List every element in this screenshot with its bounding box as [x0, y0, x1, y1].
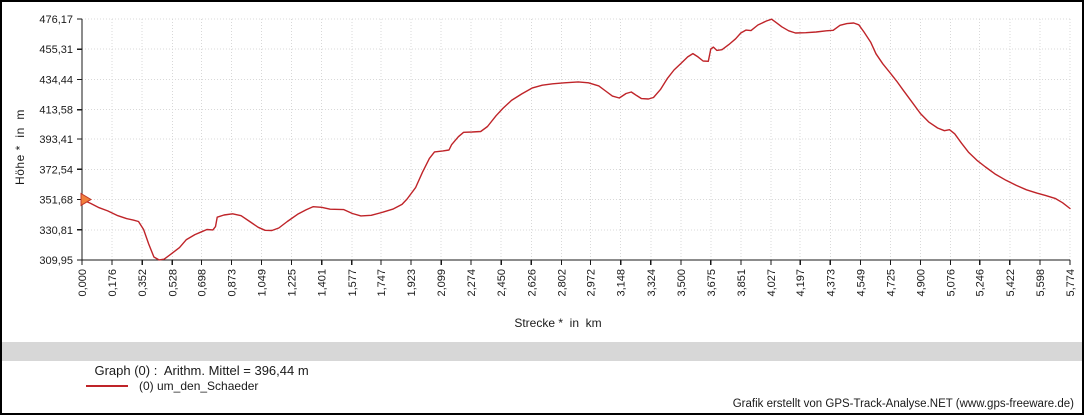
svg-text:3,851: 3,851 [736, 269, 748, 297]
svg-text:0,528: 0,528 [167, 269, 179, 297]
svg-text:5,422: 5,422 [1005, 269, 1017, 297]
svg-text:3,500: 3,500 [676, 269, 688, 297]
svg-text:4,549: 4,549 [855, 269, 867, 297]
svg-text:393,41: 393,41 [39, 134, 73, 146]
svg-text:2,274: 2,274 [466, 269, 478, 297]
svg-text:0,352: 0,352 [137, 269, 149, 297]
svg-text:0,873: 0,873 [226, 269, 238, 297]
svg-text:5,774: 5,774 [1065, 269, 1077, 297]
svg-text:1,577: 1,577 [347, 269, 359, 297]
svg-text:5,246: 5,246 [975, 269, 987, 297]
svg-text:2,626: 2,626 [526, 269, 538, 297]
credit-text: Grafik erstellt von GPS-Track-Analyse.NE… [732, 398, 1074, 410]
svg-text:4,027: 4,027 [766, 269, 778, 297]
svg-text:351,68: 351,68 [39, 194, 73, 206]
stats-band: Graph (0) : Arithm. Mittel = 396,44 m [2, 342, 1082, 378]
svg-text:5,076: 5,076 [946, 269, 958, 297]
svg-text:309,95: 309,95 [39, 255, 73, 267]
svg-text:2,972: 2,972 [586, 269, 598, 297]
svg-text:2,450: 2,450 [496, 269, 508, 297]
svg-text:1,049: 1,049 [256, 269, 268, 297]
svg-text:3,675: 3,675 [706, 269, 718, 297]
svg-text:1,747: 1,747 [376, 269, 388, 297]
legend: (0) um_den_Schaeder [86, 378, 258, 394]
svg-text:455,31: 455,31 [39, 44, 73, 56]
x-axis-title: Strecke * in km [514, 316, 602, 330]
svg-text:413,58: 413,58 [39, 105, 73, 117]
svg-text:4,197: 4,197 [795, 269, 807, 297]
stats-band-text: Graph (0) : Arithm. Mittel = 396,44 m [94, 363, 309, 378]
svg-text:476,17: 476,17 [39, 14, 73, 26]
legend-line-swatch [86, 385, 128, 387]
svg-text:0,000: 0,000 [77, 269, 89, 297]
svg-text:434,44: 434,44 [39, 75, 73, 87]
svg-text:4,373: 4,373 [825, 269, 837, 297]
svg-text:0,176: 0,176 [107, 269, 119, 297]
svg-text:1,923: 1,923 [406, 269, 418, 297]
legend-label: (0) um_den_Schaeder [139, 379, 259, 393]
elevation-profile-plot: 476,17 455,31 434,44 413,58 393,41 372,54 351,… [39, 14, 1077, 297]
svg-text:5,598: 5,598 [1035, 269, 1047, 297]
svg-text:330,81: 330,81 [39, 225, 73, 237]
svg-text:4,725: 4,725 [886, 269, 898, 297]
svg-text:2,099: 2,099 [436, 269, 448, 297]
svg-text:1,401: 1,401 [317, 269, 329, 297]
svg-text:0,698: 0,698 [196, 269, 208, 297]
svg-text:1,225: 1,225 [287, 269, 299, 297]
svg-text:372,54: 372,54 [39, 164, 73, 176]
svg-text:2,802: 2,802 [556, 269, 568, 297]
svg-text:4,900: 4,900 [915, 269, 927, 297]
svg-text:3,324: 3,324 [646, 269, 658, 297]
svg-text:3,148: 3,148 [616, 269, 628, 297]
